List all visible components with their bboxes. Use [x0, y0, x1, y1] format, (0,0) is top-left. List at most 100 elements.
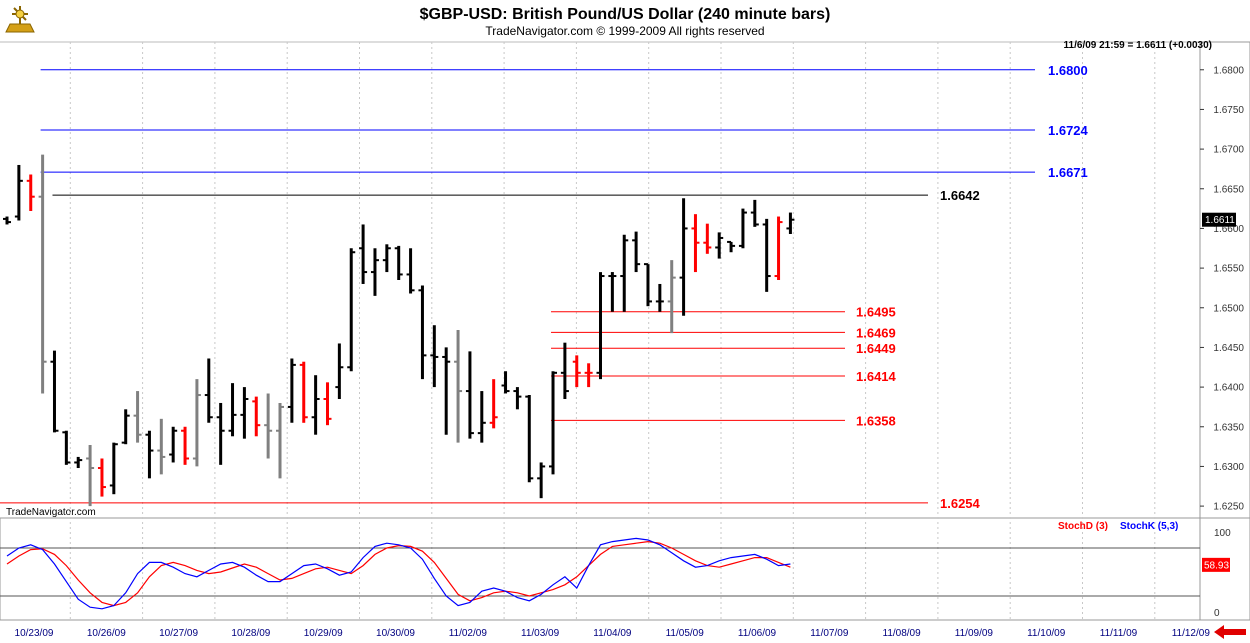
ohlc-bar [750, 199, 759, 227]
ohlc-bar [418, 285, 427, 380]
price-tick-label: 1.6650 [1213, 184, 1244, 195]
ohlc-bar [26, 174, 35, 211]
ohlc-bar [323, 382, 332, 426]
ohlc-bar [513, 387, 522, 410]
legend-stochk: StochK (5,3) [1120, 521, 1178, 532]
price-tick-label: 1.6600 [1213, 224, 1244, 235]
ohlc-bar [169, 426, 178, 463]
price-tick-label: 1.6300 [1213, 462, 1244, 473]
stochastic-lines: 100 0 [0, 528, 1231, 619]
ohlc-bar [549, 371, 558, 475]
ohlc-bar [276, 402, 285, 479]
ohlc-bar [572, 355, 581, 388]
date-tick-label: 10/27/09 [159, 628, 198, 639]
stochastic-series-line [6, 540, 791, 607]
ohlc-bar [157, 418, 166, 475]
date-tick-label: 11/08/09 [883, 628, 922, 639]
date-tick-label: 11/12/09 [1172, 628, 1211, 639]
ohlc-bar [109, 442, 118, 495]
quote-readout: 11/6/09 21:59 = 1.6611 (+0.0030) [1064, 40, 1212, 51]
date-tick-label: 11/10/09 [1027, 628, 1066, 639]
level-label: 1.6642 [940, 188, 980, 203]
price-axis-panel [1199, 41, 1250, 521]
price-bars [3, 154, 795, 507]
scroll-right-arrow-icon[interactable] [1214, 625, 1246, 639]
ohlc-bar [406, 248, 415, 294]
ohlc-bar [691, 214, 700, 273]
date-tick-label: 11/06/09 [738, 628, 777, 639]
ohlc-bar [311, 375, 320, 435]
ohlc-bar [252, 396, 261, 437]
date-tick-label: 11/05/09 [666, 628, 705, 639]
date-tick-label: 10/29/09 [304, 628, 343, 639]
ohlc-bar [727, 240, 736, 253]
ohlc-bar [560, 342, 569, 399]
ohlc-bar [454, 329, 463, 443]
date-tick-label: 10/30/09 [376, 628, 415, 639]
stochastic-tick-label: 100 [1214, 528, 1231, 539]
ohlc-bar [382, 244, 391, 273]
ohlc-bar [121, 409, 130, 445]
chart-title: $GBP-USD: British Pound/US Dollar (240 m… [420, 6, 831, 23]
ohlc-bar [715, 232, 724, 259]
ohlc-bar [62, 430, 71, 465]
ohlc-bar [145, 430, 154, 479]
price-tick-label: 1.6700 [1213, 145, 1244, 156]
ohlc-bar [679, 198, 688, 316]
ohlc-bar [394, 245, 403, 280]
stochastic-series-line [6, 537, 791, 610]
ohlc-bar [38, 154, 47, 394]
ohlc-bar [204, 358, 213, 423]
ohlc-bar [86, 445, 95, 507]
date-tick-label: 11/04/09 [593, 628, 632, 639]
last-price-badge: 1.6611 [1202, 212, 1236, 227]
price-tick-label: 1.6750 [1213, 105, 1244, 116]
chart-subtitle: TradeNavigator.com © 1999-2009 All right… [485, 24, 764, 38]
level-label: 1.6358 [856, 413, 896, 428]
price-tick-label: 1.6550 [1213, 264, 1244, 275]
ohlc-bar [14, 164, 23, 221]
ohlc-bar [359, 224, 368, 284]
date-tick-label: 11/02/09 [449, 628, 488, 639]
date-tick-label: 10/26/09 [87, 628, 126, 639]
ohlc-bar [667, 260, 676, 334]
ohlc-bar [133, 391, 142, 443]
stochastic-last-badge: 58.93 [1202, 557, 1230, 572]
ohlc-bar [501, 371, 510, 394]
stochastic-last-label: 58.93 [1204, 560, 1229, 571]
sextant-logo-icon [5, 6, 35, 33]
legend-stochd: StochD (3) [1058, 521, 1108, 532]
ohlc-bar [738, 208, 747, 249]
ohlc-bar [3, 216, 11, 225]
price-tick-label: 1.6450 [1213, 343, 1244, 354]
stochastic-tick-label: 0 [1214, 608, 1220, 619]
ohlc-bar [181, 426, 190, 465]
ohlc-bar [370, 248, 379, 296]
price-tick-label: 1.6250 [1213, 502, 1244, 513]
watermark-text: TradeNavigator.com [6, 507, 96, 518]
level-label: 1.6800 [1048, 63, 1088, 78]
ohlc-bar [537, 462, 546, 499]
level-label: 1.6469 [856, 325, 896, 340]
price-axis-ticks: 1.6250 1.6300 1.6350 1.6400 1.6450 1.6500 1.65… [1200, 65, 1244, 513]
support-resistance-levels: 1.68001.67241.66711.66421.64951.64691.64… [0, 63, 1089, 511]
ohlc-bar [442, 347, 451, 435]
ohlc-bar [228, 383, 237, 437]
ohlc-bar [347, 248, 356, 372]
ohlc-bar [50, 350, 59, 433]
level-label: 1.6449 [856, 341, 896, 356]
ohlc-bar [643, 263, 652, 307]
ohlc-bar [525, 395, 534, 483]
ohlc-bar [477, 391, 486, 443]
date-axis: 10/23/09 10/26/09 10/27/09 10/28/09 10/29/09… [15, 628, 1211, 639]
ohlc-bar [489, 379, 498, 429]
ohlc-bar [703, 223, 712, 254]
ohlc-bar [240, 387, 249, 439]
last-price-label: 1.6611 [1205, 215, 1235, 226]
ohlc-bar [596, 272, 605, 380]
ohlc-bar [632, 231, 641, 273]
ohlc-bar [192, 379, 201, 467]
ohlc-bar [774, 216, 783, 280]
ohlc-bar [287, 358, 296, 423]
